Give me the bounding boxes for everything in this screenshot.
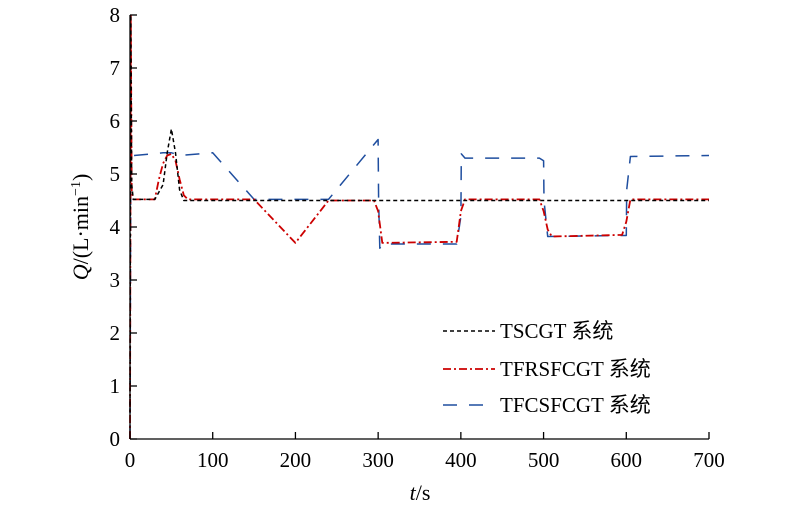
y-tick-label: 7 [110,56,121,80]
series-line-0 [129,14,709,413]
series-line-1 [129,14,709,440]
legend-item-tfcsfcgt: TFCSFCGT 系统 [443,393,651,417]
x-tick-label: 400 [445,448,477,472]
y-axis-title: Q/(L·min−1) [68,174,93,281]
x-tick-label: 200 [280,448,312,472]
y-tick-label: 4 [110,215,121,239]
y-axis-title-close: ) [68,174,93,181]
legend-label-tfcsfcgt: TFCSFCGT 系统 [500,393,651,417]
y-tick-label: 0 [110,427,121,451]
series-layer [129,14,710,440]
ticks-layer: 0 100 200 300 400 500 600 700 0 1 2 3 4 5 6 7 8 [110,3,725,472]
y-tick-label: 3 [110,268,121,292]
legend-label-tscgt: TSCGT 系统 [500,319,613,343]
x-axis-title-italic: t [410,480,417,505]
y-tick-label: 6 [110,109,121,133]
x-tick-label: 0 [125,448,136,472]
x-tick-label: 500 [528,448,560,472]
x-tick-label: 700 [693,448,725,472]
x-axis-title-unit: /s [416,480,431,505]
series-line-2 [129,138,710,440]
y-tick-label: 1 [110,374,121,398]
x-tick-label: 600 [611,448,643,472]
legend-item-tscgt: TSCGT 系统 [443,319,613,343]
x-tick-label: 100 [197,448,229,472]
x-axis-title: t/s [410,480,431,505]
y-axis-title-superscript: −1 [69,181,84,196]
legend: TSCGT 系统 TFRSFCGT 系统 TFCSFCGT 系统 [443,319,651,417]
y-axis-title-italic: Q [68,264,93,280]
legend-label-tfrsfcgt: TFRSFCGT 系统 [500,357,651,381]
y-axis-title-unit: /(L·min [68,196,93,264]
y-tick-label: 8 [110,3,121,27]
x-tick-label: 300 [362,448,394,472]
y-tick-label: 5 [110,162,121,186]
y-tick-label: 2 [110,321,121,345]
legend-item-tfrsfcgt: TFRSFCGT 系统 [443,357,651,381]
